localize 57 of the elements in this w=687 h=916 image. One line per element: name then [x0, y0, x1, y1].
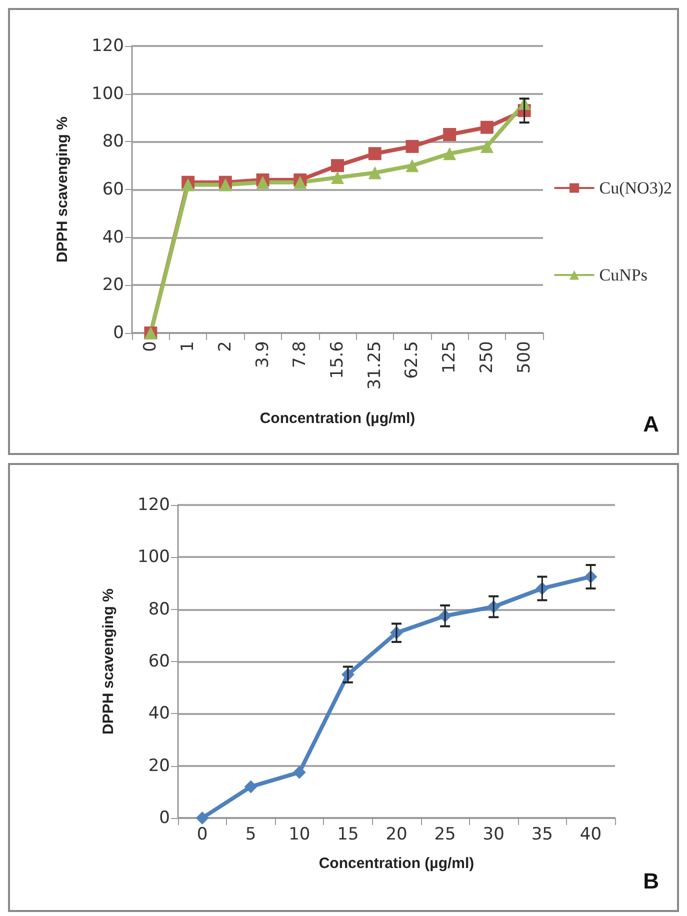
- point: [331, 171, 344, 184]
- y-tick-label: 60: [102, 180, 124, 200]
- y-tick-label: 0: [159, 808, 170, 828]
- point: [443, 147, 456, 160]
- y-tick-label: 20: [102, 275, 124, 296]
- x-tick-label: 500: [514, 341, 534, 374]
- y-tick-label: 40: [148, 704, 170, 724]
- y-tick-label: 100: [138, 547, 170, 568]
- point: [480, 120, 494, 134]
- x-axis-title: Concentration (µg/ml): [260, 410, 416, 427]
- point: [443, 128, 456, 141]
- point: [196, 812, 209, 824]
- x-tick-label: 10: [288, 824, 310, 844]
- point: [368, 147, 382, 160]
- x-tick-label: 125: [440, 341, 460, 374]
- x-tick-label: 62.5: [402, 341, 422, 379]
- point: [218, 178, 232, 192]
- x-tick-label: 40: [580, 824, 602, 844]
- x-tick-label: 25: [434, 824, 456, 844]
- y-tick-label: 60: [148, 652, 170, 672]
- y-tick-label: 120: [138, 495, 170, 515]
- point: [244, 780, 258, 794]
- x-axis-title: Concentration (µg/ml): [318, 855, 474, 872]
- y-tick-label: 80: [148, 599, 170, 620]
- x-tick-label: 5: [245, 824, 256, 844]
- y-tick-label: 100: [92, 84, 124, 104]
- y-tick-label: 20: [148, 756, 170, 776]
- x-tick-label: 3.9: [252, 341, 273, 368]
- y-axis-title: DPPH scavenging %: [100, 588, 117, 734]
- point: [292, 766, 306, 779]
- legend-label: CuNPs: [599, 266, 648, 284]
- legend-label: Cu(NO3)2: [599, 178, 672, 198]
- y-tick-label: 120: [92, 36, 124, 56]
- x-tick-label: 31.25: [364, 341, 385, 390]
- point: [331, 159, 344, 172]
- point: [406, 159, 419, 172]
- y-tick-label: 80: [102, 132, 124, 152]
- x-tick-label: 35: [531, 824, 553, 844]
- y-tick-label: 40: [102, 227, 124, 248]
- text: B: [643, 868, 660, 894]
- y-axis-title: DPPH scavenging %: [54, 116, 71, 262]
- x-tick-label: 1: [178, 341, 198, 352]
- text: A: [643, 412, 660, 436]
- point: [480, 140, 494, 153]
- x-tick-label: 15.6: [328, 341, 348, 379]
- x-tick-label: 15: [337, 824, 359, 844]
- x-tick-label: 30: [482, 824, 504, 844]
- x-tick-label: 250: [476, 341, 497, 374]
- point: [256, 176, 270, 189]
- x-tick-label: 0: [196, 824, 208, 844]
- x-tick-label: 2: [215, 341, 236, 352]
- point: [406, 140, 419, 153]
- point: [182, 178, 195, 192]
- x-tick-label: 20: [386, 824, 408, 844]
- x-tick-label: 7.8: [290, 341, 310, 368]
- point: [294, 176, 307, 189]
- point: [368, 166, 382, 180]
